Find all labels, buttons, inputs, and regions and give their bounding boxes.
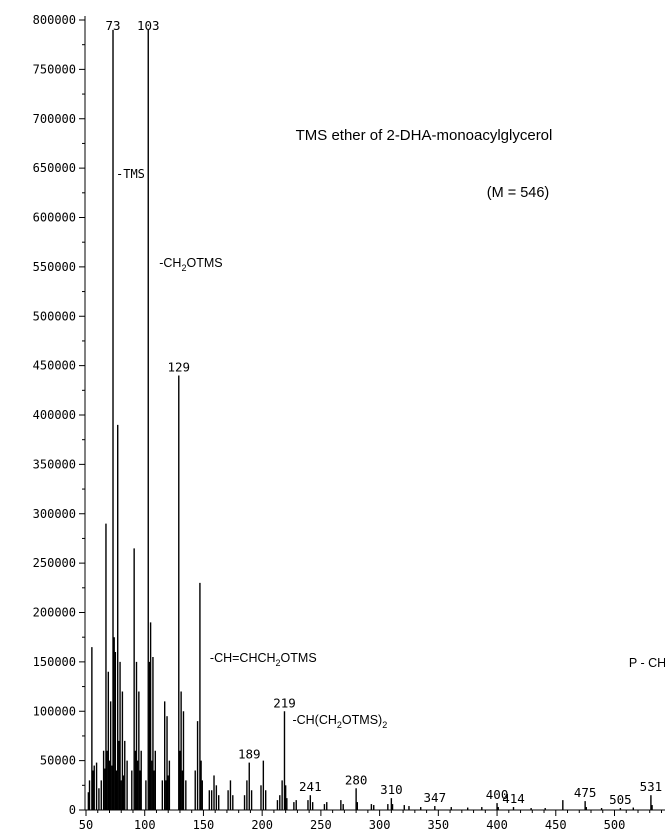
peak-label: 347 <box>424 790 447 805</box>
y-tick-label: 450000 <box>33 359 76 373</box>
x-tick-label: 450 <box>545 818 567 832</box>
peak-bars <box>87 29 653 810</box>
chart-title: TMS ether of 2-DHA-monoacylglycerol <box>296 127 553 144</box>
peak-label: 129 <box>167 360 190 375</box>
y-tick-label: 750000 <box>33 62 76 76</box>
y-tick-label: 250000 <box>33 556 76 570</box>
x-tick-label: 300 <box>369 818 391 832</box>
fragment-annotation: -CH=CHCH2OTMS <box>210 651 317 668</box>
x-axis: 50 100 150 200 250 300 350 400 450 500 <box>79 809 665 832</box>
fragment-annotation: -TMS <box>116 167 145 181</box>
x-tick-label: 200 <box>251 818 273 832</box>
x-tick-label: 400 <box>486 818 508 832</box>
y-axis: 0 50000 100000 150000 200000 250000 300000 3500… <box>33 13 86 817</box>
peak-label: 189 <box>238 747 261 762</box>
x-tick-label: 150 <box>193 818 215 832</box>
y-tick-label: 50000 <box>40 754 76 768</box>
y-tick-label: 400000 <box>33 408 76 422</box>
y-tick-label: 650000 <box>33 161 76 175</box>
peak-label: 414 <box>502 791 525 806</box>
x-tick-label: 500 <box>604 818 626 832</box>
y-tick-label: 150000 <box>33 655 76 669</box>
peak-label: 219 <box>273 695 296 710</box>
y-tick-label: 300000 <box>33 507 76 521</box>
y-tick-label: 600000 <box>33 211 76 225</box>
peak-label: 103 <box>137 18 160 33</box>
peak-label: 531 <box>640 779 663 794</box>
fragment-annotations: -TMS -CH2OTMS -CH=CHCH2OTMS -CH(CH2OTMS)2 P … <box>116 167 665 730</box>
peak-label: 310 <box>380 782 403 797</box>
peak-label: 280 <box>345 772 368 787</box>
peak-label: 475 <box>574 785 597 800</box>
y-tick-label: 550000 <box>33 260 76 274</box>
y-tick-label: 700000 <box>33 112 76 126</box>
y-tick-label: 200000 <box>33 606 76 620</box>
x-tick-label: 350 <box>427 818 449 832</box>
peak-label: 73 <box>105 18 120 33</box>
y-tick-label: 800000 <box>33 13 76 27</box>
x-tick-label: 100 <box>134 818 156 832</box>
y-tick-label: 100000 <box>33 704 76 718</box>
fragment-annotation: P - CH3 <box>629 656 665 673</box>
y-tick-label: 350000 <box>33 457 76 471</box>
peak-label: 505 <box>609 792 632 807</box>
y-tick-label: 500000 <box>33 309 76 323</box>
chart-subtitle: (M = 546) <box>487 185 549 201</box>
peak-label: 241 <box>299 779 322 794</box>
fragment-annotation: -CH2OTMS <box>159 256 222 273</box>
x-tick-label: 250 <box>310 818 332 832</box>
fragment-annotation: -CH(CH2OTMS)2 <box>292 713 387 730</box>
peak-label: 400 <box>486 787 509 802</box>
y-tick-label: 0 <box>69 803 76 817</box>
x-tick-label: 50 <box>79 818 93 832</box>
